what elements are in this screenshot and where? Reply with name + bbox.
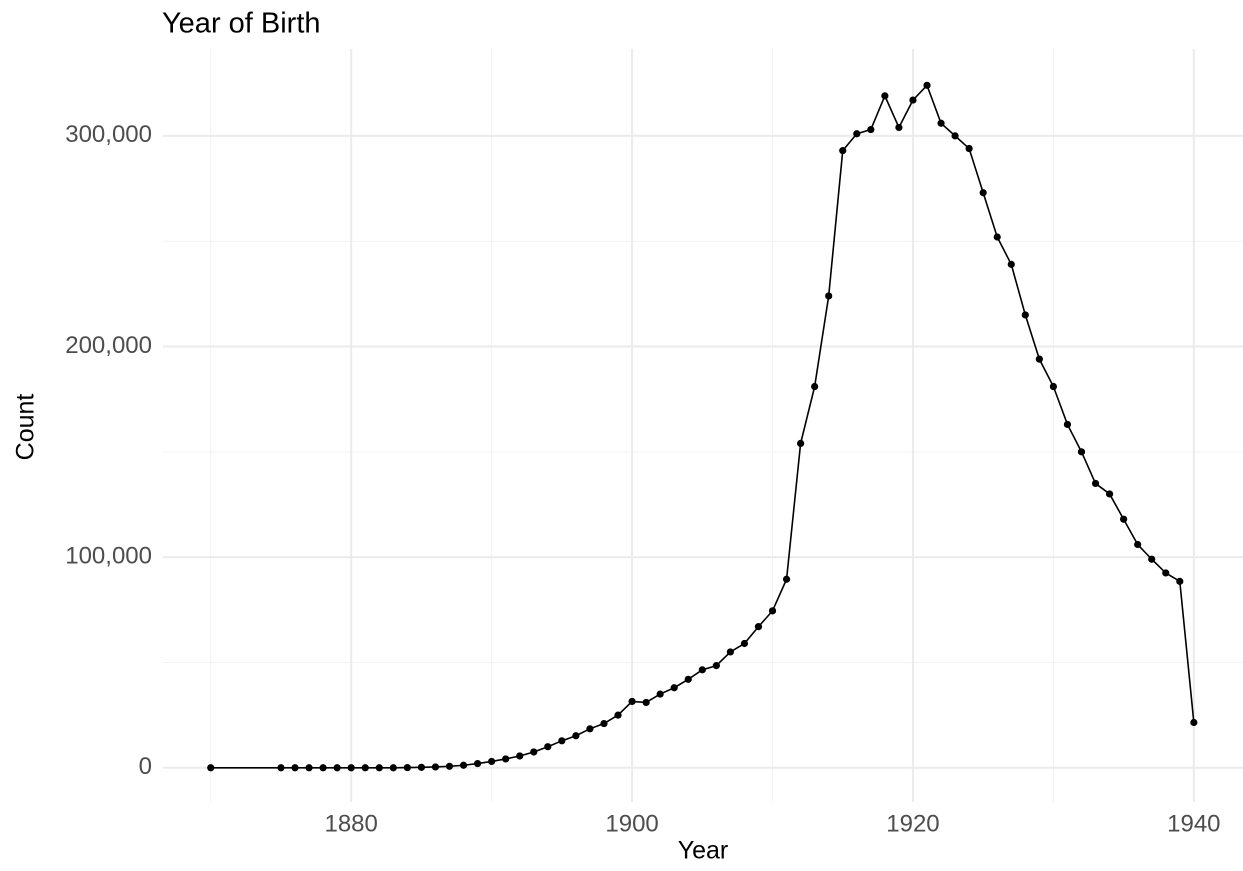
point xyxy=(1134,540,1142,549)
point xyxy=(417,763,426,771)
point xyxy=(431,763,440,771)
point xyxy=(1190,718,1198,727)
point xyxy=(853,130,861,138)
point xyxy=(1077,448,1086,456)
chart-title: Year of Birth xyxy=(162,8,321,40)
point xyxy=(782,575,791,583)
point xyxy=(502,755,510,763)
point xyxy=(923,81,931,89)
point xyxy=(993,233,1001,241)
point xyxy=(1091,479,1100,488)
point xyxy=(951,132,959,140)
point xyxy=(1176,577,1184,585)
point xyxy=(1021,311,1029,319)
point xyxy=(347,764,355,772)
point xyxy=(839,147,847,155)
point xyxy=(207,764,215,772)
point xyxy=(656,690,664,698)
point xyxy=(558,737,566,745)
x-tick-label: 1880 xyxy=(324,810,377,837)
point xyxy=(333,764,341,772)
point xyxy=(459,761,468,769)
point xyxy=(291,764,299,772)
point xyxy=(445,762,454,770)
point xyxy=(389,764,397,772)
point xyxy=(895,123,903,132)
point xyxy=(1007,260,1015,268)
point xyxy=(881,92,889,100)
point xyxy=(1120,515,1128,523)
point xyxy=(642,698,650,707)
point xyxy=(965,144,973,153)
point xyxy=(937,119,945,127)
point xyxy=(586,725,594,733)
point xyxy=(614,711,622,719)
y-axis-title: Count xyxy=(12,394,40,461)
line xyxy=(210,83,1195,769)
y-tick-label: 0 xyxy=(139,753,152,780)
point xyxy=(909,96,917,104)
point xyxy=(319,764,327,772)
point xyxy=(1148,555,1156,563)
x-axis-title: Year xyxy=(678,837,729,865)
point xyxy=(825,292,833,300)
point xyxy=(670,684,678,692)
point xyxy=(1162,569,1170,577)
point xyxy=(530,748,538,756)
point xyxy=(572,732,580,740)
point xyxy=(516,752,524,760)
point xyxy=(811,382,819,391)
point xyxy=(488,757,496,766)
point xyxy=(277,764,285,772)
point xyxy=(1049,382,1058,391)
x-tick-label: 1920 xyxy=(886,810,939,837)
point xyxy=(726,648,734,656)
point xyxy=(698,666,706,674)
x-tick-label: 1940 xyxy=(1167,810,1220,837)
point xyxy=(754,623,763,631)
point xyxy=(1035,355,1043,363)
point xyxy=(403,763,411,772)
y-tick-label: 300,000 xyxy=(65,121,152,148)
point xyxy=(628,697,636,706)
point xyxy=(979,189,987,197)
point xyxy=(1063,420,1072,429)
point xyxy=(867,125,875,134)
point xyxy=(473,759,482,768)
point xyxy=(361,764,369,772)
y-tick-label: 200,000 xyxy=(65,332,152,359)
x-tick-label: 1900 xyxy=(605,810,658,837)
point xyxy=(600,719,608,728)
point xyxy=(1105,490,1114,498)
point xyxy=(740,639,749,648)
point xyxy=(797,439,805,448)
y-tick-label: 100,000 xyxy=(65,542,152,569)
point xyxy=(712,662,720,670)
point xyxy=(544,743,552,751)
point xyxy=(768,607,777,615)
point xyxy=(684,675,692,683)
point xyxy=(305,764,313,772)
point xyxy=(375,764,383,772)
